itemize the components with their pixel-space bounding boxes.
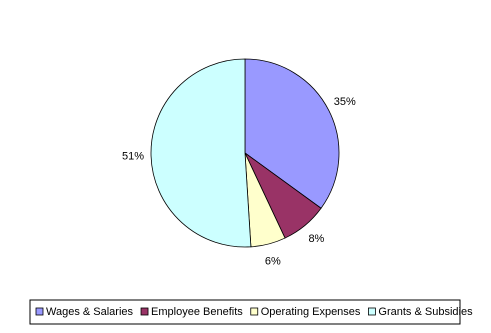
data-label: 51%: [122, 150, 144, 162]
legend-label: Employee Benefits: [151, 306, 243, 318]
legend-swatch: [140, 307, 149, 316]
pie-slice: [244, 58, 340, 209]
legend-label: Operating Expenses: [261, 306, 361, 318]
legend-box: [29, 299, 461, 325]
data-label: 35%: [334, 96, 356, 108]
legend-swatch: [368, 307, 376, 316]
pie-slice: [150, 58, 252, 248]
legend-label: Wages & Salaries: [46, 306, 134, 318]
data-label: 8%: [308, 233, 324, 245]
legend-swatch: [35, 307, 44, 316]
legend-label: Grants & Subsidies: [378, 306, 473, 318]
legend-swatch: [250, 307, 259, 316]
data-label: 6%: [265, 255, 281, 267]
